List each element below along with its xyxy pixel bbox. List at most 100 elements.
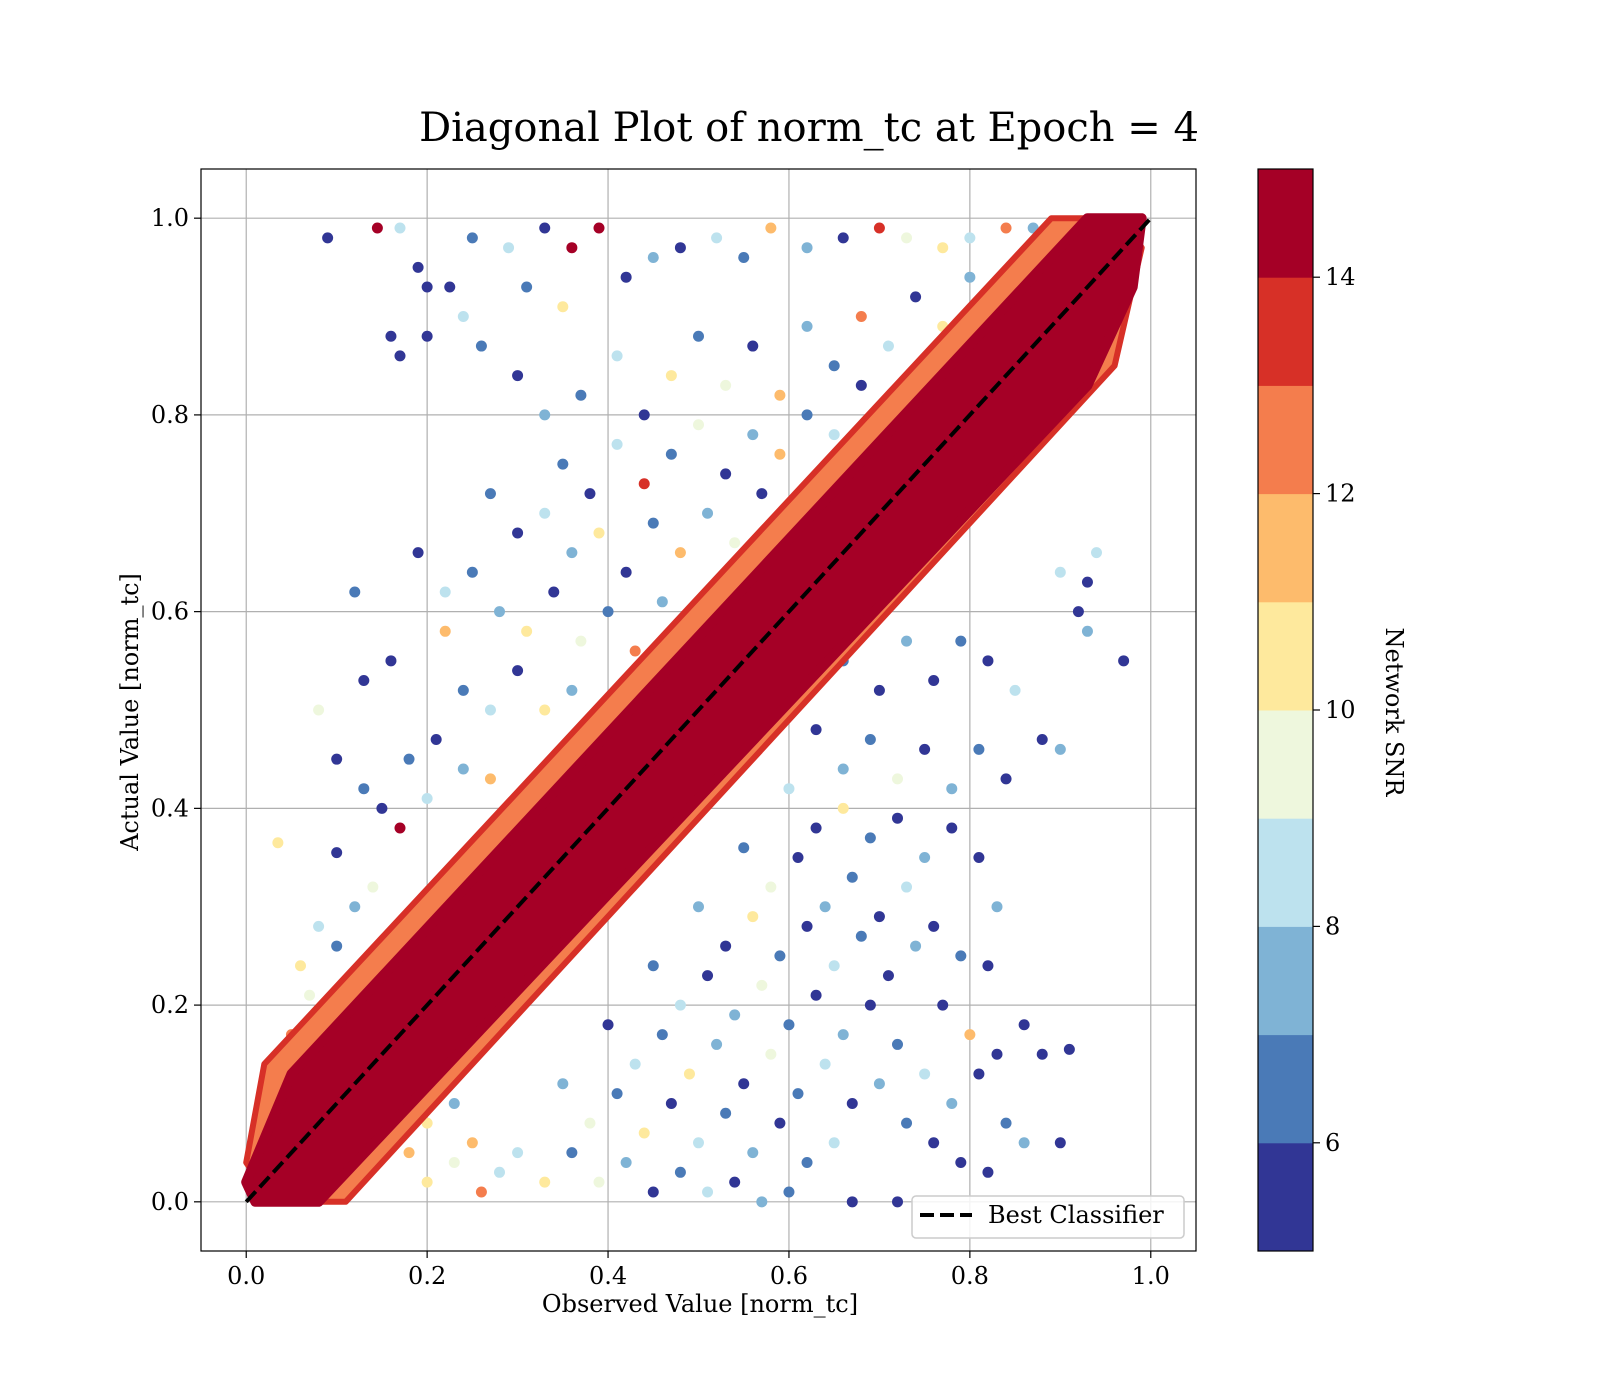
data-point [837,763,849,775]
data-point [656,596,668,608]
data-point [819,1058,831,1070]
data-point [846,871,858,883]
data-point [919,1068,931,1080]
data-point [403,1147,415,1159]
data-point [792,852,804,864]
data-point [964,232,976,244]
data-point [1081,576,1093,588]
data-point [593,527,605,539]
x-tick-label: 0.2 [408,1262,446,1290]
data-point [747,1147,759,1159]
data-point [371,222,383,234]
data-point [331,847,343,859]
data-point [1118,655,1130,667]
y-tick-label: 0.4 [151,794,189,822]
data-point [1054,743,1066,755]
colorbar-bin [1258,169,1313,278]
data-point [1018,1137,1030,1149]
data-point [1000,222,1012,234]
data-point [711,1038,723,1050]
data-point [358,674,370,686]
colorbar-tick-label: 6 [1325,1129,1340,1157]
data-point [901,1117,913,1129]
colorbar-bin [1258,601,1313,711]
data-point [674,242,686,254]
data-point [937,999,949,1011]
data-point [566,547,578,559]
data-point [376,802,388,814]
data-point [964,1029,976,1041]
data-point [620,566,632,578]
data-point [828,960,840,972]
data-point [864,734,876,746]
y-tick-label: 1.0 [151,204,189,232]
data-point [1018,1019,1030,1031]
data-point [837,802,849,814]
colorbar-bin [1258,493,1313,603]
legend: Best Classifier [911,1195,1185,1239]
colorbar-bin [1258,926,1313,1036]
data-point [539,507,551,519]
y-axis-label: Actual Value [norm_tc] [116,573,144,852]
data-point [801,1156,813,1168]
data-point [783,1019,795,1031]
data-point [693,901,704,913]
data-point [864,999,876,1011]
data-point [892,1038,903,1050]
y-tick-label: 0.6 [151,598,189,626]
data-point [295,960,306,972]
data-point [421,330,433,342]
colorbar-bin [1258,1034,1313,1144]
data-point [973,1068,985,1080]
data-point [313,704,325,716]
data-point [484,488,496,500]
data-point [720,940,732,952]
data-point [539,704,551,716]
data-point [873,222,885,234]
data-point [539,409,551,421]
data-point [394,350,406,362]
data-point [620,271,632,283]
data-point [683,1068,695,1080]
data-point [837,232,849,244]
data-point [566,1147,578,1159]
data-point [873,684,885,696]
plot-area: 0.0 0.2 0.4 0.6 0.8 1.0 0.0 0.2 0.4 0.6 0.8 1.0 [151,168,1197,1290]
data-point [1054,1137,1066,1149]
data-point [557,1078,569,1090]
x-tick-label: 0.4 [589,1262,627,1290]
data-point [484,773,496,785]
legend-frame [911,1195,1185,1239]
data-point [855,379,867,391]
data-point [846,1097,858,1109]
data-point [593,1176,605,1188]
data-point [747,911,759,923]
data-point [720,468,732,480]
data-point [403,753,415,765]
data-point [466,232,478,244]
data-point [421,793,433,805]
data-point [656,1029,668,1041]
data-point [928,1137,940,1149]
data-point [693,1137,704,1149]
data-point [602,606,614,618]
data-point [738,252,750,264]
data-point [946,1097,958,1109]
data-point [873,911,885,923]
data-point [910,291,922,303]
data-point [864,832,876,844]
colorbar-tick-label: 12 [1325,480,1356,508]
y-tick-label: 0.0 [151,1188,189,1216]
scatter-layer [241,213,1153,1208]
data-point [647,960,659,972]
data-point [982,960,994,972]
data-point [892,1196,903,1208]
data-point [738,1078,750,1090]
data-point [521,625,533,637]
data-point [665,370,677,382]
data-point [475,340,487,352]
data-point [756,488,768,500]
data-point [693,330,704,342]
data-point [919,743,931,755]
